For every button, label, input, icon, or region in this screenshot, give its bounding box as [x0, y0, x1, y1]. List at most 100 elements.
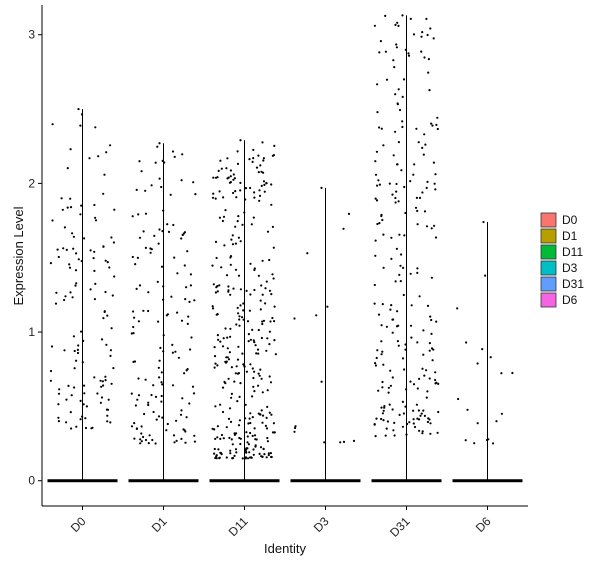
data-point [232, 287, 235, 290]
data-point [187, 315, 190, 318]
data-point [376, 184, 379, 187]
data-point [211, 307, 215, 310]
data-point [380, 353, 383, 356]
data-point [381, 412, 384, 415]
data-point [255, 166, 259, 169]
data-point [185, 416, 188, 419]
data-point [139, 438, 142, 441]
data-point [104, 290, 107, 294]
data-point [388, 182, 391, 185]
data-point [402, 266, 405, 269]
data-point [214, 197, 217, 200]
legend-swatch-d11 [540, 244, 557, 260]
data-point [273, 305, 276, 308]
data-point [139, 442, 142, 445]
data-point [373, 423, 376, 426]
data-point [91, 426, 94, 429]
data-point [397, 88, 400, 91]
data-point [425, 369, 428, 372]
data-point [171, 150, 175, 153]
data-point [246, 435, 249, 438]
data-point [381, 350, 384, 353]
data-point [423, 414, 426, 417]
data-point [57, 420, 61, 423]
data-point [183, 372, 186, 375]
data-point [262, 319, 266, 322]
data-point [180, 319, 184, 322]
data-point [109, 421, 112, 424]
data-point [257, 154, 260, 157]
data-point [179, 413, 183, 416]
data-point [105, 151, 108, 154]
data-point [147, 291, 150, 294]
data-point [144, 378, 147, 381]
data-point [430, 318, 433, 322]
data-point [399, 264, 402, 267]
data-point [391, 318, 394, 321]
data-point [218, 456, 221, 459]
data-point [271, 316, 274, 320]
data-point-max [482, 220, 485, 224]
data-point [133, 437, 136, 440]
data-point [407, 54, 411, 57]
data-point [57, 255, 60, 259]
data-point [137, 377, 140, 380]
data-point [500, 412, 503, 415]
data-point [109, 144, 112, 147]
data-point [393, 434, 396, 437]
data-point [214, 240, 218, 243]
data-point [266, 440, 269, 443]
data-point [261, 320, 264, 323]
data-point [385, 78, 389, 81]
data-point [259, 446, 263, 449]
data-point [236, 372, 240, 375]
data-point [436, 431, 439, 434]
data-point [221, 386, 225, 389]
data-point [377, 179, 380, 182]
data-point [389, 308, 392, 311]
data-point [229, 327, 232, 330]
data-point [230, 438, 233, 441]
data-point [417, 409, 420, 412]
data-point [60, 197, 63, 200]
data-point [252, 339, 255, 342]
data-point [247, 457, 250, 460]
data-point [234, 242, 237, 245]
data-point [511, 371, 514, 375]
data-point [274, 353, 277, 356]
data-point [227, 285, 230, 288]
data-point [217, 169, 220, 172]
data-point [188, 402, 191, 405]
data-point [249, 262, 252, 265]
data-point [194, 193, 197, 196]
data-point [154, 395, 158, 398]
data-point [68, 263, 71, 266]
data-point [68, 266, 72, 269]
data-point [246, 320, 250, 323]
data-point [83, 384, 86, 387]
data-point [70, 394, 73, 397]
data-point [260, 409, 263, 412]
data-point [395, 247, 398, 250]
data-point [258, 189, 261, 192]
data-point [404, 405, 407, 408]
data-point [395, 43, 398, 46]
data-point [230, 392, 233, 395]
data-point [412, 418, 415, 421]
data-point [433, 224, 436, 227]
data-point [252, 376, 255, 380]
data-point [171, 384, 175, 387]
data-point [239, 189, 242, 192]
data-point [102, 192, 105, 195]
data-point [374, 364, 377, 367]
data-point [215, 455, 218, 458]
data-point [267, 452, 270, 455]
data-point [382, 233, 385, 236]
data-point [140, 170, 143, 173]
data-point [107, 398, 110, 401]
data-point [163, 161, 166, 164]
data-point [388, 403, 391, 406]
data-point [247, 333, 250, 336]
data-point [109, 349, 112, 352]
data-point [237, 236, 240, 239]
